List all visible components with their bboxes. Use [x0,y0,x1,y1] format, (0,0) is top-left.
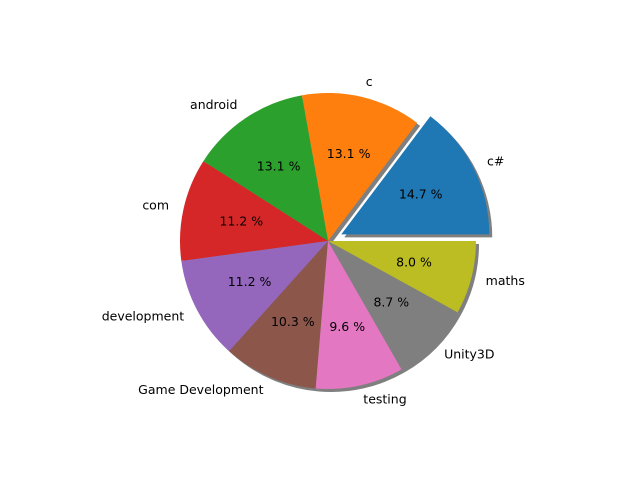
category-label-com: com [142,197,169,212]
slice-com [179,161,328,261]
slice-game-development [229,241,328,389]
category-label-android: android [190,97,237,112]
category-label-unity3d: Unity3D [444,347,494,362]
percent-label-c: 14.7 % [399,186,443,201]
slice-c [341,116,490,235]
slice-android [203,95,328,242]
slice-labels: c# 14.7 % c 13.1 % android 13.1 % com 11.2 % dev… [102,74,525,406]
percent-label-testing: 9.6 % [329,319,365,334]
category-label-development: development [102,309,185,324]
percent-label-maths: 8.0 % [396,255,432,270]
percent-label-development: 11.2 % [228,274,272,289]
slice-unity3d [328,241,458,370]
slice-c [301,93,418,242]
percent-label-android: 13.1 % [257,159,301,174]
percent-label-unity3d: 8.7 % [373,295,409,310]
percent-label-com: 11.2 % [219,213,263,228]
category-label-game-development: Game Development [138,382,263,397]
slice-testing [315,241,402,389]
percent-label-game-development: 10.3 % [271,314,315,329]
slice-development [181,241,328,352]
pie-slices [179,93,490,389]
percent-label-c: 13.1 % [327,146,371,161]
category-label-maths: maths [486,273,525,288]
category-label-c: c# [487,153,504,168]
category-label-c: c [366,74,373,89]
category-label-testing: testing [363,391,406,406]
slice-maths [328,241,476,313]
